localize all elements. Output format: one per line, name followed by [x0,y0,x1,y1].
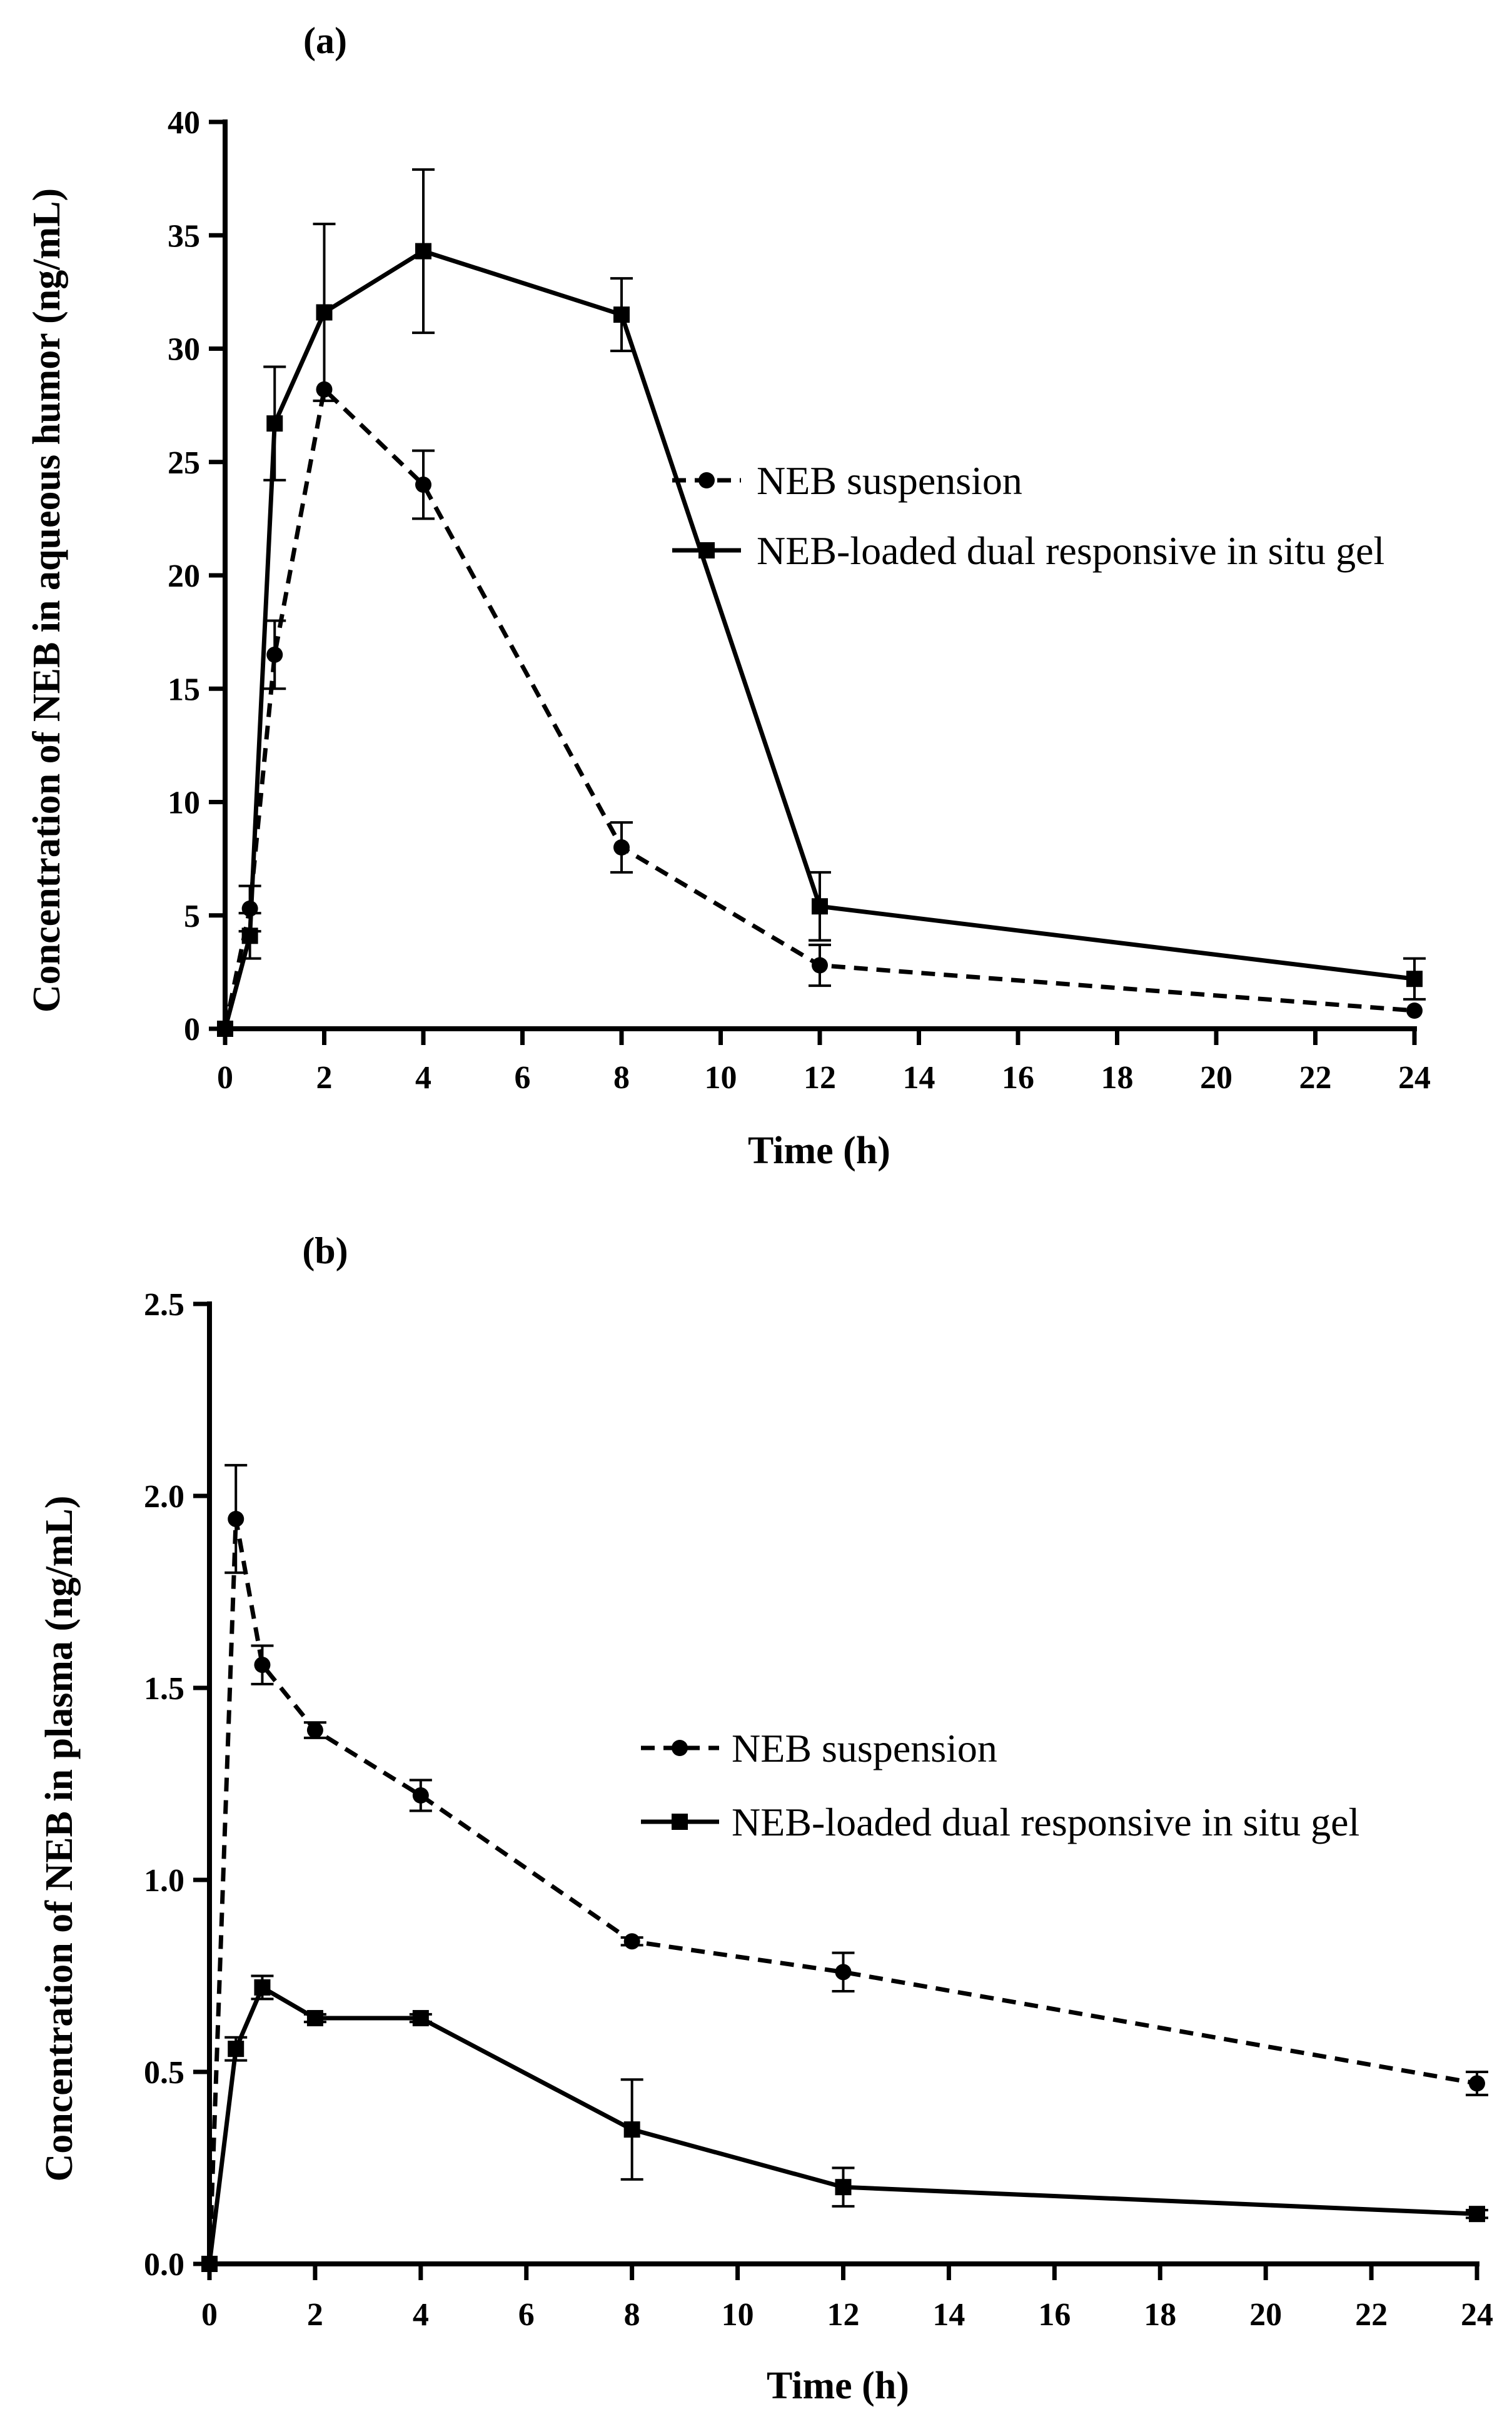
panel-a-y-tick-label: 35 [168,218,200,254]
panel-a-series [217,168,1426,1037]
panel-a-gel-point [812,898,828,915]
panel-b-gel-point [228,2041,244,2058]
panel-b-gel-point [412,2010,429,2027]
panel-a-suspension-point [415,477,431,493]
legend-a-suspension-label: NEB suspension [757,458,1022,503]
legend-a-circle-marker [698,472,715,488]
panel-b-suspension-point [623,1933,640,1950]
panel-b-axes: 0.00.51.01.52.02.50 2 4 6 8 10 12 14 16 18 20 22 24 [144,1287,1493,2333]
panel-b-x-axis-title: Time (h) [767,2365,909,2407]
panel-b-y-tick-label: 0.5 [144,2055,184,2091]
panel-a-x-tick-label: 0 [217,1060,233,1096]
panel-b-y-tick-label: 1.0 [144,1863,184,1899]
panel-a-gel-point [1406,971,1423,987]
panel-b-y-tick-label: 2.0 [144,1479,184,1515]
panel-b-suspension-point [1469,2075,1485,2092]
panel-a-y-tick-label: 20 [168,558,200,594]
panel-a-x-tick-label: 4 [415,1060,431,1096]
panel-a-suspension-point [812,957,828,974]
legend-a-square-marker [698,542,715,558]
panel-a-x-axis-title: Time (h) [748,1129,890,1172]
panel-b-suspension-point [306,1722,323,1739]
panel-b-x-tick-label: 14 [932,2297,965,2333]
panel-b-x-tick-label: 22 [1355,2297,1388,2333]
panel-b-gel-point [835,2179,852,2196]
panel-a-y-tick-label: 40 [168,105,200,141]
panel-b-x-tick-label: 20 [1249,2297,1282,2333]
panel-a-suspension-point [1406,1002,1423,1019]
panel-b-label: (b) [302,1230,348,1271]
panel-a-x-tick-label: 20 [1200,1060,1232,1096]
panel-b-y-tick-label: 1.5 [144,1671,184,1707]
panel-b-y-tick-label: 0.0 [144,2247,184,2283]
panel-a-x-tick-label: 24 [1398,1060,1431,1096]
panel-a-y-tick-label: 25 [168,445,200,481]
panel-b-gel-point [254,1979,271,1996]
panel-a-y-tick-label: 5 [184,899,200,934]
chart-panel-b: (b) 0.00.51.01.52.02.50 2 4 6 8 10 12 14 16 18 20 2… [38,1230,1493,2407]
panel-a-gel-point [613,306,630,323]
legend-b-gel-label: NEB-loaded dual responsive in situ gel [732,1800,1359,1844]
panel-b-x-tick-label: 2 [307,2297,323,2333]
panel-b-suspension-point [228,1510,244,1527]
panel-a-x-tick-label: 10 [705,1060,737,1096]
panel-b-x-tick-label: 16 [1038,2297,1071,2333]
panel-a-suspension-point [613,839,630,856]
panel-b-suspension-point [835,1964,852,1981]
panel-b-suspension-point [412,1787,429,1804]
panel-b-gel-point [1469,2206,1485,2223]
panel-a-gel-point [241,927,258,944]
legend-b-circle-marker [672,1740,688,1756]
panel-b-x-tick-label: 12 [827,2297,860,2333]
panel-a-label: (a) [303,20,347,61]
panel-b-x-tick-label: 0 [201,2297,218,2333]
panel-a-x-tick-label: 12 [804,1060,836,1096]
panel-a-y-tick-label: 15 [168,672,200,707]
panel-b-y-axis-title: Concentration of NEB in plasma (ng/mL) [38,1495,81,2181]
panel-b-y-tick-label: 2.5 [144,1287,184,1323]
panel-b-gel-point [623,2121,640,2138]
panel-a-x-tick-label: 16 [1002,1060,1034,1096]
panel-a-gel-point [217,1021,233,1037]
panel-b-x-tick-label: 4 [413,2297,429,2333]
panel-a-suspension-point [266,646,283,663]
panel-a-y-axis-title: Concentration of NEB in aqueous humor (n… [26,188,68,1013]
panel-a-x-tick-label: 6 [515,1060,531,1096]
panel-b-x-tick-label: 18 [1144,2297,1176,2333]
legend-b-square-marker [672,1814,688,1830]
panel-a-legend: NEB suspension NEB-loaded dual responsiv… [672,458,1384,573]
panel-a-y-tick-label: 0 [184,1012,200,1048]
legend-b-suspension-label: NEB suspension [732,1726,997,1770]
legend-a-gel-label: NEB-loaded dual responsive in situ gel [757,528,1384,573]
panel-b-gel-point [306,2010,323,2027]
panel-a-x-tick-label: 14 [903,1060,935,1096]
panel-b-x-tick-label: 8 [624,2297,640,2333]
panel-a-gel-line [223,248,1415,1029]
panel-b-legend: NEB suspension NEB-loaded dual responsiv… [641,1726,1359,1844]
panel-b-x-tick-label: 24 [1461,2297,1493,2333]
panel-b-series [201,1463,1488,2272]
panel-a-x-tick-label: 2 [316,1060,333,1096]
panel-a-y-tick-label: 10 [168,785,200,821]
panel-a-gel-point [316,304,333,321]
panel-b-x-tick-label: 6 [518,2297,535,2333]
panel-b-x-tick-label: 10 [722,2297,754,2333]
panel-a-gel-point [415,243,431,260]
panel-a-x-tick-label: 22 [1299,1060,1332,1096]
panel-a-x-tick-label: 18 [1101,1060,1134,1096]
panel-b-gel-point [201,2256,218,2272]
panel-b-gel-line [207,1984,1478,2265]
panel-a-gel-point [266,415,283,432]
panel-b-suspension-line [207,1518,1478,2265]
panel-b-suspension-point [254,1657,271,1674]
panel-a-y-tick-label: 30 [168,332,200,368]
panel-a-x-tick-label: 8 [613,1060,630,1096]
